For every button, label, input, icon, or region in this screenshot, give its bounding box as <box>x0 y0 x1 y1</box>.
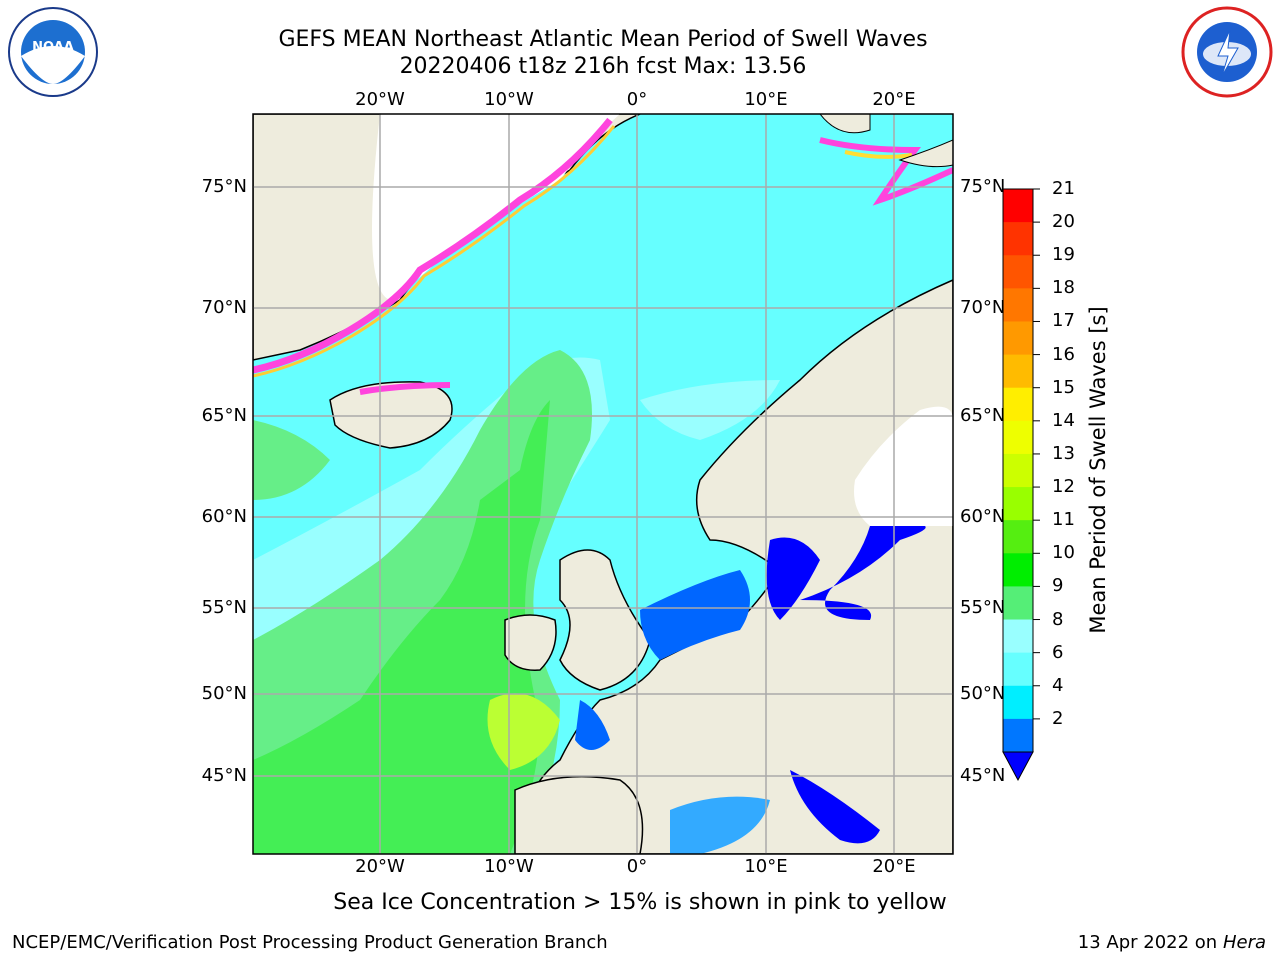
lon-label-bottom-20w: 20°W <box>355 856 405 877</box>
colorbar-tick-label: 20 <box>1052 211 1075 233</box>
colorbar-tick-label: 10 <box>1052 542 1075 564</box>
swell-band-greenland-south <box>253 420 330 500</box>
lat-label-left-75n: 75°N <box>201 176 247 197</box>
iberia <box>514 775 644 854</box>
lat-label-left-55n: 55°N <box>201 597 247 618</box>
noaa-logo-text: NOAA <box>32 40 74 55</box>
lat-label-left-70n: 70°N <box>201 297 247 318</box>
colorbar-segment <box>1003 189 1033 223</box>
lon-label-bottom-10w: 10°W <box>484 856 534 877</box>
lon-label-top-20w: 20°W <box>355 89 405 110</box>
colorbar-tick-label: 18 <box>1052 277 1075 299</box>
colorbar-segment <box>1003 321 1033 356</box>
swell-band-norwegian-sea <box>640 380 780 440</box>
lat-label-left-60n: 60°N <box>201 506 247 527</box>
lon-label-bottom-20e: 20°E <box>872 856 916 877</box>
biscay-low-swell <box>575 700 610 750</box>
colorbar-tick-label: 12 <box>1052 476 1075 498</box>
colorbar-tick-label: 15 <box>1052 376 1075 398</box>
adriatic-low-swell <box>790 770 880 844</box>
colorbar-tick-label: 2 <box>1052 707 1064 729</box>
sea-ice-edge-greenland-yellow <box>253 125 616 378</box>
lat-label-right-45n: 45°N <box>960 765 1006 786</box>
sea-ice-svalbard-yellow <box>844 150 913 159</box>
lat-label-left-65n: 65°N <box>201 405 247 426</box>
chart-subtitle: 20220406 t18z 216h fcst Max: 13.56 <box>399 54 807 79</box>
colorbar-tick-label: 21 <box>1052 178 1075 199</box>
colorbar-segment <box>1003 255 1033 289</box>
great-britain <box>559 549 651 691</box>
lon-label-top-20e: 20°E <box>872 89 916 110</box>
lon-label-top-10e: 10°E <box>744 89 788 110</box>
iceland <box>329 381 453 449</box>
colorbar-segment <box>1003 586 1033 621</box>
lon-label-bottom-10e: 10°E <box>744 856 788 877</box>
lat-label-right-55n: 55°N <box>960 597 1006 618</box>
swell-band-10-11 <box>253 400 550 854</box>
colorbar-segment <box>1003 420 1033 455</box>
colorbar-segment <box>1003 222 1033 256</box>
colorbar-tick-label: 16 <box>1052 343 1075 365</box>
lat-label-right-65n: 65°N <box>960 405 1006 426</box>
lon-label-top-0: 0° <box>626 89 648 110</box>
svalbard <box>819 114 871 134</box>
colorbar-extend-arrow <box>1002 751 1034 782</box>
sea-ice-edge-greenland <box>253 117 613 374</box>
swell-band-12-13 <box>487 693 560 770</box>
gulf-of-bothnia <box>854 406 953 526</box>
lat-label-right-70n: 70°N <box>960 297 1006 318</box>
lat-label-right-60n: 60°N <box>960 506 1006 527</box>
colorbar-tick-label: 4 <box>1052 674 1064 696</box>
novaya-zemlya <box>898 139 953 168</box>
footer-host: Hera <box>1222 932 1266 953</box>
colorbar-tick-label: 14 <box>1052 409 1075 431</box>
mediterranean-swell <box>670 796 770 854</box>
colorbar-tick-label: 17 <box>1052 310 1075 332</box>
colorbar-segment <box>1003 520 1033 554</box>
colorbar-tick-label: 8 <box>1052 608 1064 630</box>
colorbar-frame <box>1002 188 1034 753</box>
nws-logo <box>1181 6 1273 98</box>
lon-label-bottom-0: 0° <box>626 856 648 877</box>
lat-label-right-50n: 50°N <box>960 683 1006 704</box>
colorbar-segment <box>1003 387 1033 422</box>
graticule <box>253 114 953 854</box>
ireland <box>504 614 557 671</box>
map-area <box>253 114 953 854</box>
sea-ice-note: Sea Ice Concentration > 15% is shown in … <box>333 890 947 915</box>
colorbar-segment <box>1003 354 1033 389</box>
north-sea-low-swell <box>640 570 750 660</box>
colorbar-segment <box>1003 652 1033 687</box>
greenland-ice-region <box>372 114 620 300</box>
colorbar-segment <box>1003 718 1033 753</box>
colorbar-segment <box>1003 685 1033 720</box>
lat-label-left-45n: 45°N <box>201 765 247 786</box>
colorbar-segment <box>1003 553 1033 587</box>
colorbar <box>1003 188 1040 753</box>
colorbar-segment <box>1003 487 1033 521</box>
colorbar-tick-label: 19 <box>1052 244 1075 266</box>
colorbar-segment <box>1003 619 1033 654</box>
scandinavia-europe <box>519 279 953 854</box>
colorbar-tick-label: 11 <box>1052 509 1075 531</box>
colorbar-label: Mean Period of Swell Waves [s] <box>1086 306 1110 634</box>
kattegat-low-swell <box>766 537 820 620</box>
colorbar-segment <box>1003 288 1033 322</box>
baltic-low-swell <box>800 526 926 620</box>
footer-date-text: 13 Apr 2022 on <box>1077 932 1218 953</box>
colorbar-tick-label: 13 <box>1052 442 1075 464</box>
map-frame <box>252 113 954 855</box>
colorbar-tick-label: 9 <box>1052 575 1064 597</box>
lat-label-right-75n: 75°N <box>960 176 1006 197</box>
footer-date: 13 Apr 2022 on Hera <box>1078 932 1266 953</box>
footer-credit: NCEP/EMC/Verification Post Processing Pr… <box>12 932 608 953</box>
colorbar-tick-label: 6 <box>1052 641 1064 663</box>
lat-label-left-50n: 50°N <box>201 683 247 704</box>
colorbar-segment <box>1003 453 1033 488</box>
noaa-logo: NOAA <box>8 7 98 97</box>
chart-title: GEFS MEAN Northeast Atlantic Mean Period… <box>278 27 928 52</box>
lon-label-top-10w: 10°W <box>484 89 534 110</box>
sea-ice-iceland <box>359 382 451 395</box>
